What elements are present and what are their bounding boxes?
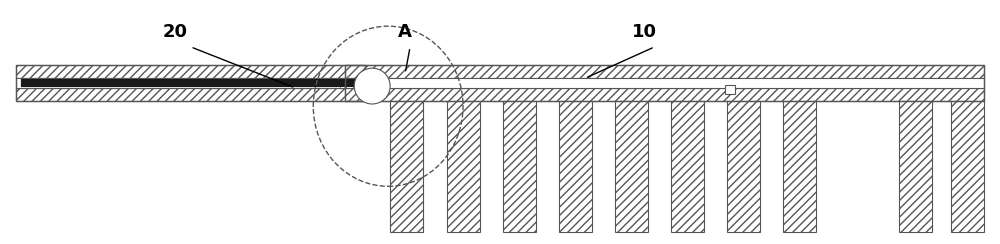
Bar	[345, 65, 984, 101]
Bar	[727, 101, 760, 232]
Bar	[345, 65, 984, 78]
Bar	[345, 78, 984, 88]
Bar	[899, 101, 932, 232]
Bar	[783, 101, 816, 232]
Bar	[503, 101, 536, 232]
Bar	[16, 88, 365, 101]
Ellipse shape	[354, 68, 390, 104]
Bar	[21, 79, 360, 87]
Text: 10: 10	[632, 23, 657, 41]
Bar	[725, 85, 735, 94]
Bar	[671, 101, 704, 232]
Bar	[21, 79, 360, 87]
Bar	[559, 101, 592, 232]
Bar	[390, 101, 423, 232]
Bar	[16, 78, 365, 88]
Bar	[340, 78, 365, 88]
Text: 20: 20	[163, 23, 188, 41]
Bar	[345, 88, 984, 101]
Bar	[951, 101, 984, 232]
Bar	[16, 65, 365, 101]
Bar	[615, 101, 648, 232]
Bar	[16, 65, 365, 78]
Text: A: A	[398, 23, 412, 41]
Bar	[447, 101, 480, 232]
